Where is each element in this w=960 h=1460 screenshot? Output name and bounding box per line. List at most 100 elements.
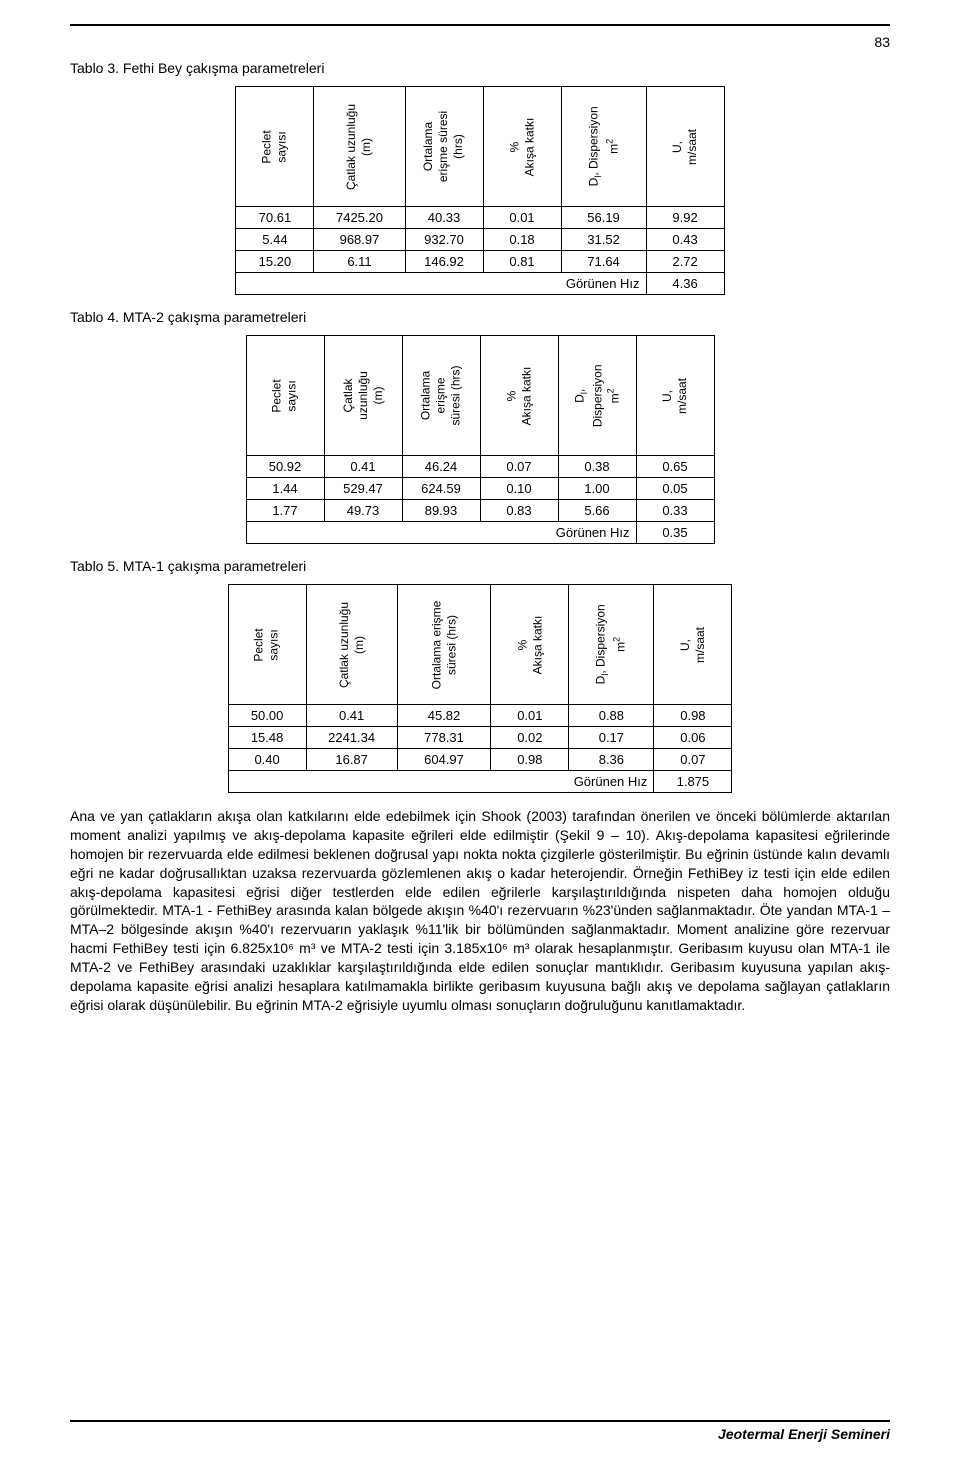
col-ortalama: Ortalamaerişme süresi(hrs) <box>405 87 483 207</box>
cell: 0.98 <box>654 705 732 727</box>
table-row: 15.48 2241.34 778.31 0.02 0.17 0.06 <box>228 727 732 749</box>
top-rule <box>70 24 890 26</box>
table-row: 5.44 968.97 932.70 0.18 31.52 0.43 <box>236 229 724 251</box>
body-paragraph: Ana ve yan çatlakların akışa olan katkıl… <box>70 807 890 1015</box>
col-ortalama: Ortalamaerişmesüresi (hrs) <box>402 336 480 456</box>
cell: 1.44 <box>246 478 324 500</box>
cell: 50.00 <box>228 705 306 727</box>
cell: 0.01 <box>491 705 569 727</box>
gorunen-hiz-value: 0.35 <box>636 522 714 544</box>
table4-header-row: Pecletsayısı Çatlakuzunluğu(m) Ortalamae… <box>246 336 714 456</box>
cell: 0.41 <box>324 456 402 478</box>
cell: 529.47 <box>324 478 402 500</box>
cell: 932.70 <box>405 229 483 251</box>
cell: 0.07 <box>480 456 558 478</box>
cell: 624.59 <box>402 478 480 500</box>
cell: 71.64 <box>561 251 646 273</box>
table-row: 15.20 6.11 146.92 0.81 71.64 2.72 <box>236 251 724 273</box>
cell: 6.11 <box>314 251 405 273</box>
cell: 46.24 <box>402 456 480 478</box>
cell: 89.93 <box>402 500 480 522</box>
gorunen-hiz-label: Görünen Hız <box>246 522 636 544</box>
cell: 0.05 <box>636 478 714 500</box>
table-row: 50.92 0.41 46.24 0.07 0.38 0.65 <box>246 456 714 478</box>
cell: 45.82 <box>397 705 491 727</box>
col-akisa: %Akışa katkı <box>483 87 561 207</box>
gorunen-hiz-value: 4.36 <box>646 273 724 295</box>
cell: 146.92 <box>405 251 483 273</box>
gorunen-hiz-value: 1.875 <box>654 771 732 793</box>
cell: 0.06 <box>654 727 732 749</box>
col-akisa: %Akışa katkı <box>491 585 569 705</box>
table5-title: Tablo 5. MTA-1 çakışma parametreleri <box>70 558 890 574</box>
col-catlak: Çatlak uzunluğu(m) <box>306 585 397 705</box>
footer-text: Jeotermal Enerji Semineri <box>70 1426 890 1442</box>
cell: 5.44 <box>236 229 314 251</box>
cell: 16.87 <box>306 749 397 771</box>
col-dispersiyon: Dl,Dispersiyonm2 <box>558 336 636 456</box>
col-dispersiyon: Dl, Dispersiyonm2 <box>569 585 654 705</box>
col-u: U,m/saat <box>654 585 732 705</box>
col-catlak: Çatlakuzunluğu(m) <box>324 336 402 456</box>
col-u: U,m/saat <box>636 336 714 456</box>
table4: Pecletsayısı Çatlakuzunluğu(m) Ortalamae… <box>246 335 715 544</box>
cell: 9.92 <box>646 207 724 229</box>
cell: 40.33 <box>405 207 483 229</box>
cell: 0.41 <box>306 705 397 727</box>
col-ortalama: Ortalama erişmesüresi (hrs) <box>397 585 491 705</box>
table3-title: Tablo 3. Fethi Bey çakışma parametreleri <box>70 60 890 76</box>
cell: 2241.34 <box>306 727 397 749</box>
cell: 0.83 <box>480 500 558 522</box>
col-peclet: Pecletsayısı <box>246 336 324 456</box>
cell: 0.17 <box>569 727 654 749</box>
cell: 8.36 <box>569 749 654 771</box>
table-row: 0.40 16.87 604.97 0.98 8.36 0.07 <box>228 749 732 771</box>
cell: 0.43 <box>646 229 724 251</box>
cell: 0.98 <box>491 749 569 771</box>
cell: 0.88 <box>569 705 654 727</box>
gorunen-hiz-row: Görünen Hız 0.35 <box>246 522 714 544</box>
gorunen-hiz-label: Görünen Hız <box>228 771 654 793</box>
cell: 0.33 <box>636 500 714 522</box>
col-peclet: Pecletsayısı <box>236 87 314 207</box>
col-akisa: %Akışa katkı <box>480 336 558 456</box>
cell: 968.97 <box>314 229 405 251</box>
table4-title: Tablo 4. MTA-2 çakışma parametreleri <box>70 309 890 325</box>
page-footer: Jeotermal Enerji Semineri <box>70 1420 890 1442</box>
table5-header-row: Pecletsayısı Çatlak uzunluğu(m) Ortalama… <box>228 585 732 705</box>
cell: 15.20 <box>236 251 314 273</box>
gorunen-hiz-row: Görünen Hız 1.875 <box>228 771 732 793</box>
cell: 0.07 <box>654 749 732 771</box>
cell: 5.66 <box>558 500 636 522</box>
cell: 56.19 <box>561 207 646 229</box>
cell: 0.40 <box>228 749 306 771</box>
col-catlak: Çatlak uzunluğu(m) <box>314 87 405 207</box>
cell: 0.02 <box>491 727 569 749</box>
table-row: 1.77 49.73 89.93 0.83 5.66 0.33 <box>246 500 714 522</box>
cell: 604.97 <box>397 749 491 771</box>
cell: 0.18 <box>483 229 561 251</box>
table-row: 50.00 0.41 45.82 0.01 0.88 0.98 <box>228 705 732 727</box>
table3: Pecletsayısı Çatlak uzunluğu(m) Ortalama… <box>235 86 724 295</box>
table-row: 1.44 529.47 624.59 0.10 1.00 0.05 <box>246 478 714 500</box>
table5: Pecletsayısı Çatlak uzunluğu(m) Ortalama… <box>228 584 733 793</box>
footer-rule <box>70 1420 890 1422</box>
table-row: 70.61 7425.20 40.33 0.01 56.19 9.92 <box>236 207 724 229</box>
cell: 7425.20 <box>314 207 405 229</box>
cell: 2.72 <box>646 251 724 273</box>
gorunen-hiz-label: Görünen Hız <box>236 273 646 295</box>
gorunen-hiz-row: Görünen Hız 4.36 <box>236 273 724 295</box>
cell: 49.73 <box>324 500 402 522</box>
cell: 0.65 <box>636 456 714 478</box>
cell: 0.81 <box>483 251 561 273</box>
cell: 50.92 <box>246 456 324 478</box>
cell: 0.38 <box>558 456 636 478</box>
page-number: 83 <box>70 34 890 50</box>
cell: 0.01 <box>483 207 561 229</box>
table3-header-row: Pecletsayısı Çatlak uzunluğu(m) Ortalama… <box>236 87 724 207</box>
cell: 70.61 <box>236 207 314 229</box>
cell: 778.31 <box>397 727 491 749</box>
cell: 31.52 <box>561 229 646 251</box>
col-dispersiyon: Dl, Dispersiyonm2 <box>561 87 646 207</box>
cell: 0.10 <box>480 478 558 500</box>
